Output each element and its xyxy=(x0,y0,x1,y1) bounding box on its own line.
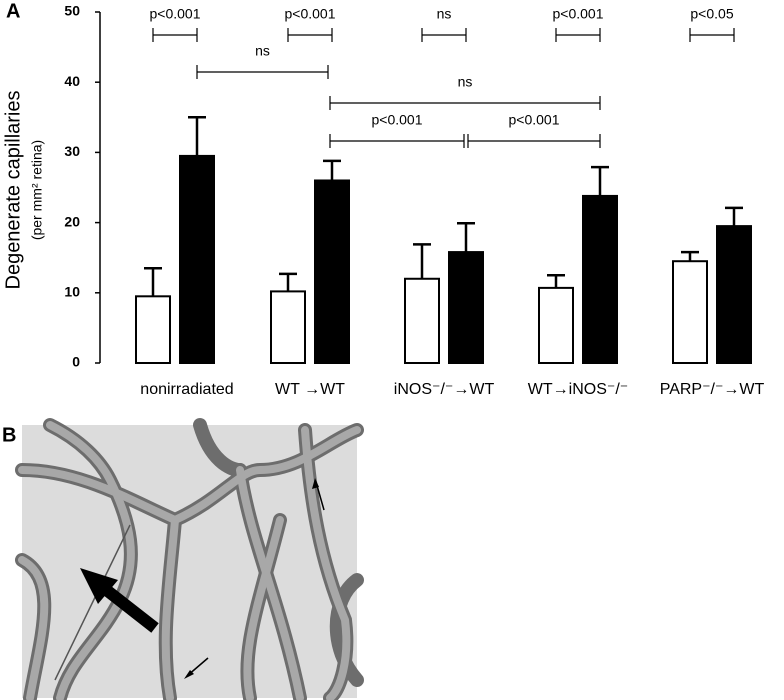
bar xyxy=(135,295,171,364)
significance-label: p<0.05 xyxy=(690,6,733,22)
panel-label: B xyxy=(2,424,16,446)
bar xyxy=(538,286,574,364)
significance-label: ns xyxy=(255,43,270,59)
micrograph xyxy=(15,418,364,700)
y-axis-title: Degenerate capillaries xyxy=(2,90,24,289)
bar xyxy=(404,277,440,365)
bar xyxy=(448,251,484,364)
significance-label: ns xyxy=(458,74,473,90)
significance-label: p<0.001 xyxy=(372,112,423,128)
significance-label: p<0.001 xyxy=(150,6,201,22)
x-tick-label: WT →WT xyxy=(275,381,345,398)
bar xyxy=(179,154,215,364)
bar xyxy=(716,225,752,364)
bar xyxy=(270,290,306,364)
y-tick-label: 0 xyxy=(72,354,80,370)
significance-label: p<0.001 xyxy=(509,112,560,128)
x-tick-label: nonirradiated xyxy=(140,381,233,398)
significance-label: p<0.001 xyxy=(285,6,336,22)
significance-label: ns xyxy=(437,6,452,22)
y-tick-label: 40 xyxy=(64,73,80,89)
significance-label: p<0.001 xyxy=(553,6,604,22)
y-tick-label: 10 xyxy=(64,284,80,300)
x-tick-label: iNOS⁻/⁻→WT xyxy=(394,381,495,398)
y-axis-subtitle: (per mm² retina) xyxy=(29,140,45,240)
y-tick-label: 30 xyxy=(64,143,80,159)
y-tick-label: 50 xyxy=(64,3,80,19)
x-tick-label: PARP⁻/⁻→WT xyxy=(660,381,765,398)
x-tick-label: WT→iNOS⁻/⁻ xyxy=(528,381,628,398)
y-tick-label: 20 xyxy=(64,213,80,229)
bar xyxy=(314,179,350,364)
bar xyxy=(672,260,708,364)
bar xyxy=(582,194,618,364)
panel-label: A xyxy=(6,0,20,22)
